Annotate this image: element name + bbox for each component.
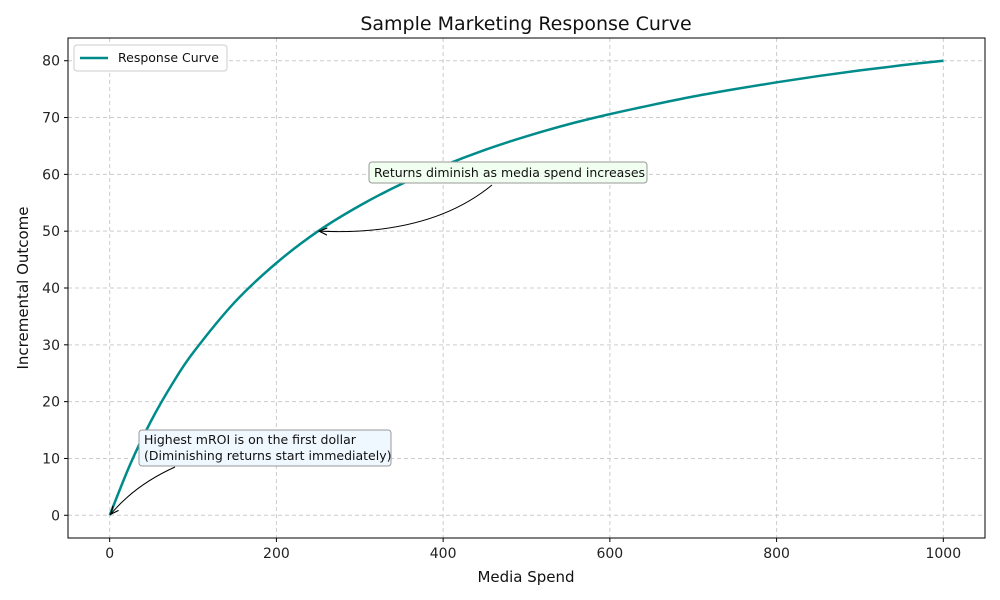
legend: Response Curve [73,44,228,72]
x-tick-label: 800 [763,546,790,562]
y-tick-label: 70 [42,111,60,127]
y-tick-label: 20 [42,395,60,411]
y-tick-label: 40 [42,281,60,297]
x-tick-label: 600 [596,546,623,562]
y-tick-label: 50 [42,224,60,240]
x-tick-label: 200 [263,546,290,562]
x-tick-label: 0 [105,546,114,562]
y-tick-label: 10 [42,451,60,467]
y-axis-label: Incremental Outcome [14,206,32,369]
series-line-response-curve [108,59,944,516]
y-tick-label: 30 [42,338,60,354]
x-tick-label: 1000 [925,546,961,562]
y-tick-label: 80 [42,54,60,70]
x-axis-label: Media Spend [477,568,574,586]
chart-title: Sample Marketing Response Curve [360,13,691,35]
annotation-text: Returns diminish as media spend increase… [374,165,645,180]
x-tick-label: 400 [430,546,457,562]
annotation-arrow [319,184,493,232]
annotation-text-line2: (Diminishing returns start immediately) [144,448,391,463]
plot-frame [67,37,986,539]
y-tick-label: 0 [51,508,60,524]
annotation-diminishing: Returns diminish as media spend increase… [319,161,648,232]
annotation-arrow [111,466,176,514]
ticks: 0 200 400 600 800 1000 0 10 20 30 40 50 60 70 80 [42,54,961,562]
annotation-text-line1: Highest mROI is on the first dollar [144,432,357,447]
legend-label: Response Curve [118,50,219,65]
annotation-first-dollar: Highest mROI is on the first dollar (Dim… [111,429,392,514]
y-tick-label: 60 [42,167,60,183]
